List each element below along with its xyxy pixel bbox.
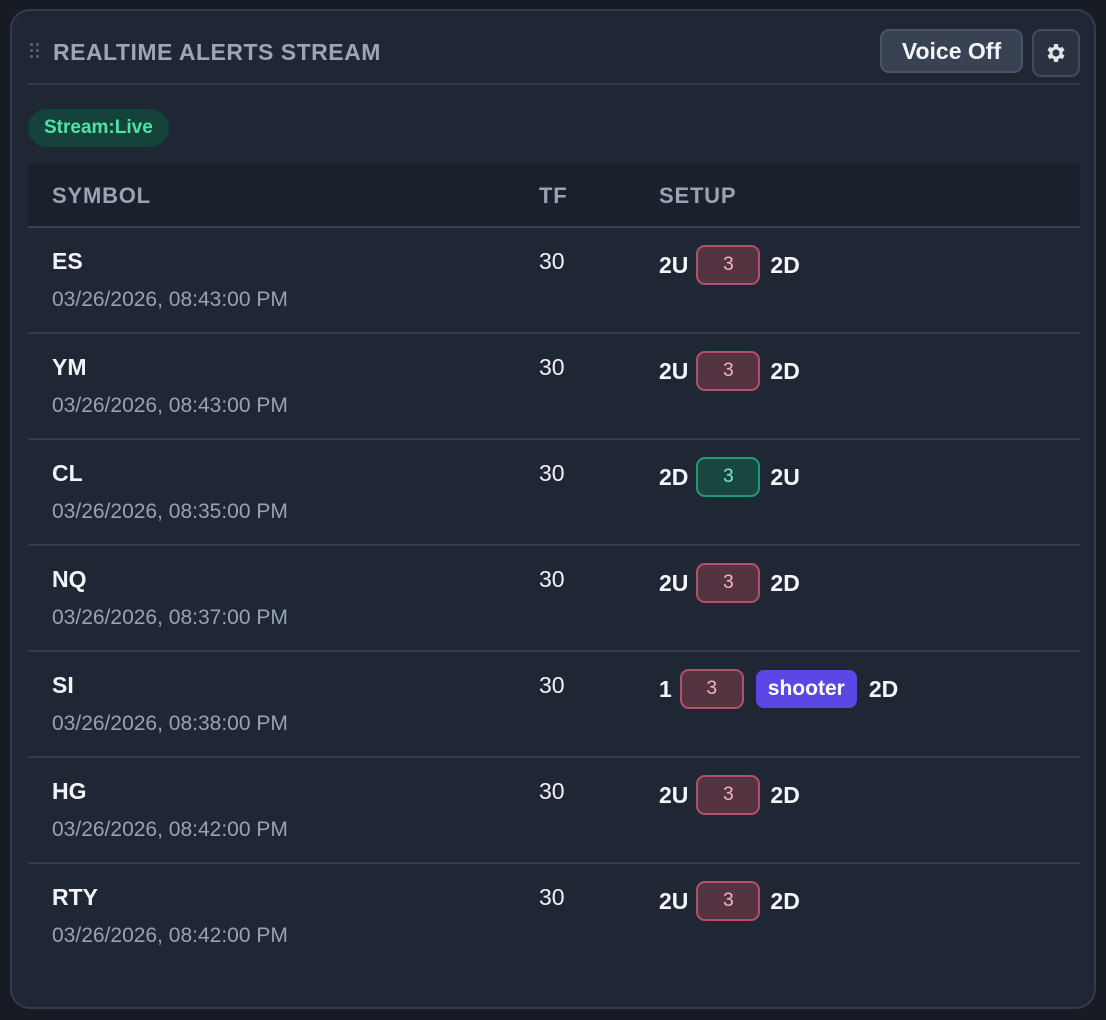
setup-pill: 3: [679, 669, 744, 709]
table-row[interactable]: CL 03/26/2026, 08:35:00 PM 30 2D 3 2U: [28, 440, 1080, 546]
gear-icon: [1047, 44, 1065, 62]
symbol-cell: RTY: [52, 884, 98, 910]
setup-pill: 3: [696, 351, 761, 391]
timeframe-cell: 30: [539, 248, 565, 274]
timestamp-cell: 03/26/2026, 08:35:00 PM: [52, 500, 288, 523]
symbol-cell: CL: [52, 460, 83, 486]
timestamp-cell: 03/26/2026, 08:43:00 PM: [52, 394, 288, 417]
setup-cell: 2U 3 2D: [659, 245, 800, 285]
setup-before-label: 2U: [659, 357, 689, 384]
setup-before-label: 2D: [659, 463, 689, 490]
symbol-cell: SI: [52, 672, 74, 698]
drag-handle-icon[interactable]: [30, 43, 42, 59]
symbol-cell: HG: [52, 778, 87, 804]
timeframe-cell: 30: [539, 460, 565, 486]
timeframe-cell: 30: [539, 672, 565, 698]
timestamp-cell: 03/26/2026, 08:42:00 PM: [52, 924, 288, 947]
symbol-cell: YM: [52, 354, 87, 380]
timestamp-cell: 03/26/2026, 08:42:00 PM: [52, 818, 288, 841]
settings-button[interactable]: [1032, 29, 1080, 77]
alerts-table: SYMBOL TF SETUP ES 03/26/2026, 08:43:00 …: [28, 163, 1080, 970]
setup-pill: 3: [696, 457, 761, 497]
symbol-cell: NQ: [52, 566, 87, 592]
panel-header: REALTIME ALERTS STREAM Voice Off: [28, 29, 1080, 85]
setup-before-label: 2U: [659, 569, 689, 596]
symbol-cell: ES: [52, 248, 83, 274]
setup-after-label: 2D: [770, 251, 800, 278]
timeframe-cell: 30: [539, 566, 565, 592]
voice-toggle-button[interactable]: Voice Off: [880, 29, 1023, 73]
alerts-panel: REALTIME ALERTS STREAM Voice Off Stream:…: [10, 9, 1096, 1009]
setup-pill: 3: [696, 881, 761, 921]
setup-cell: 2U 3 2D: [659, 775, 800, 815]
column-header-symbol[interactable]: SYMBOL: [52, 183, 151, 208]
table-row[interactable]: YM 03/26/2026, 08:43:00 PM 30 2U 3 2D: [28, 334, 1080, 440]
table-row[interactable]: ES 03/26/2026, 08:43:00 PM 30 2U 3 2D: [28, 228, 1080, 334]
setup-after-label: 2D: [770, 357, 800, 384]
timeframe-cell: 30: [539, 354, 565, 380]
setup-cell: 2U 3 2D: [659, 351, 800, 391]
setup-before-label: 1: [659, 675, 672, 702]
setup-after-label: 2U: [770, 463, 800, 490]
setup-after-label: 2D: [868, 675, 899, 702]
table-body: ES 03/26/2026, 08:43:00 PM 30 2U 3 2D YM…: [28, 228, 1080, 970]
stream-status-badge: Stream:Live: [28, 109, 169, 147]
column-header-setup[interactable]: SETUP: [659, 183, 737, 208]
setup-after-label: 2D: [770, 569, 800, 596]
shooter-tag: shooter: [755, 670, 857, 708]
table-row[interactable]: NQ 03/26/2026, 08:37:00 PM 30 2U 3 2D: [28, 546, 1080, 652]
setup-before-label: 2U: [659, 781, 689, 808]
panel-title: REALTIME ALERTS STREAM: [53, 39, 381, 65]
setup-after-label: 2D: [770, 887, 800, 914]
setup-cell: 1 3 shooter 2D: [659, 669, 898, 709]
column-header-tf[interactable]: TF: [539, 183, 568, 208]
table-row[interactable]: SI 03/26/2026, 08:38:00 PM 30 1 3 shoote…: [28, 652, 1080, 758]
setup-pill: 3: [696, 245, 761, 285]
timestamp-cell: 03/26/2026, 08:38:00 PM: [52, 712, 288, 735]
setup-pill: 3: [696, 563, 761, 603]
setup-cell: 2U 3 2D: [659, 563, 800, 603]
timeframe-cell: 30: [539, 778, 565, 804]
table-header: SYMBOL TF SETUP: [28, 163, 1080, 228]
setup-pill: 3: [696, 775, 761, 815]
table-row[interactable]: HG 03/26/2026, 08:42:00 PM 30 2U 3 2D: [28, 758, 1080, 864]
setup-cell: 2D 3 2U: [659, 457, 800, 497]
timestamp-cell: 03/26/2026, 08:43:00 PM: [52, 288, 288, 311]
setup-cell: 2U 3 2D: [659, 881, 800, 921]
timestamp-cell: 03/26/2026, 08:37:00 PM: [52, 606, 288, 629]
setup-before-label: 2U: [659, 251, 689, 278]
table-row[interactable]: RTY 03/26/2026, 08:42:00 PM 30 2U 3 2D: [28, 864, 1080, 970]
setup-before-label: 2U: [659, 887, 689, 914]
setup-after-label: 2D: [770, 781, 800, 808]
timeframe-cell: 30: [539, 884, 565, 910]
